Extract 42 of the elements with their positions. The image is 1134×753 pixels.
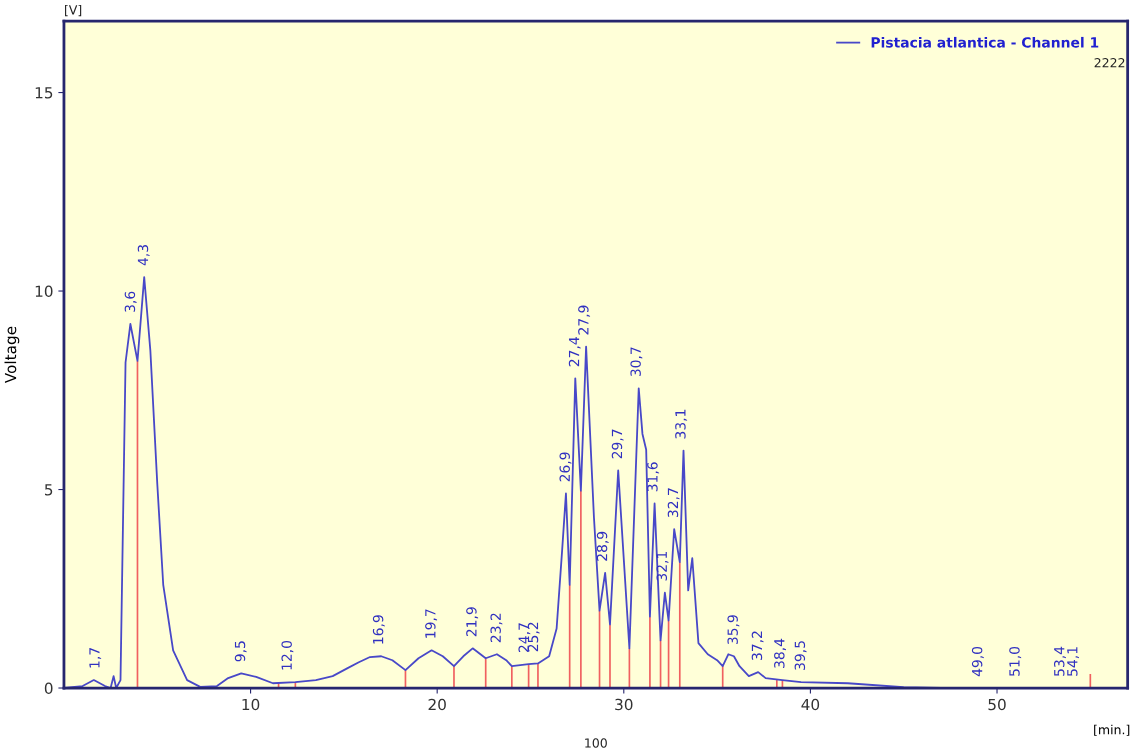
annotation: 33,1 [675, 409, 688, 439]
text: [V] [65, 4, 82, 17]
x-tick-label: 10 [242, 698, 260, 711]
annotation: 38,4 [774, 638, 786, 668]
annotation: 3,6 [124, 291, 137, 312]
annotation: 35,9 [727, 615, 740, 645]
y-axis-title: Voltage [4, 326, 20, 384]
annotation: 29,7 [611, 429, 624, 459]
annotation: 9,5 [234, 641, 247, 662]
annotation: 53,4 [1053, 646, 1066, 676]
annotation: 30,7 [630, 347, 643, 377]
x-tick-label: 30 [615, 698, 633, 711]
annotation: 27,4 [568, 337, 581, 367]
annotation: 28,9 [596, 531, 609, 561]
x-tick-label: 20 [428, 698, 446, 711]
y-tick-label: 0 [44, 682, 53, 695]
annotation: 26,9 [559, 452, 572, 482]
annotation: 12,0 [281, 640, 294, 670]
text: 100 [585, 738, 607, 748]
annotation: 39,5 [794, 641, 807, 670]
annotation: 19,7 [425, 609, 438, 638]
x-tick-label: 50 [988, 698, 1006, 711]
x-axis-title: [min.] [1094, 724, 1130, 736]
annotation: 21,9 [466, 607, 479, 637]
annotation: 32,7 [667, 488, 680, 518]
annotation: 51,0 [1009, 646, 1022, 676]
x-tick-label: 40 [801, 698, 820, 711]
annotation: 16,9 [372, 615, 385, 644]
annotation: 23,2 [490, 613, 503, 643]
y-tick-label: 15 [35, 87, 53, 99]
annotation: 1,7 [89, 648, 102, 668]
y-tick-label: 10 [35, 285, 53, 298]
annotation: 37,2 [751, 631, 764, 660]
annotation: 54,1 [1067, 647, 1079, 676]
annotation: 2222 [1094, 57, 1125, 68]
annotation: 31,6 [647, 462, 660, 492]
annotation: 49,0 [971, 646, 984, 677]
annotation: 32,1 [656, 551, 669, 581]
annotation: 27,9 [578, 305, 591, 335]
legend-label: Pistacia atlantica - Channel 1 [871, 36, 1099, 48]
y-tick-label: 5 [45, 484, 53, 496]
annotation: 4,3 [137, 245, 150, 266]
